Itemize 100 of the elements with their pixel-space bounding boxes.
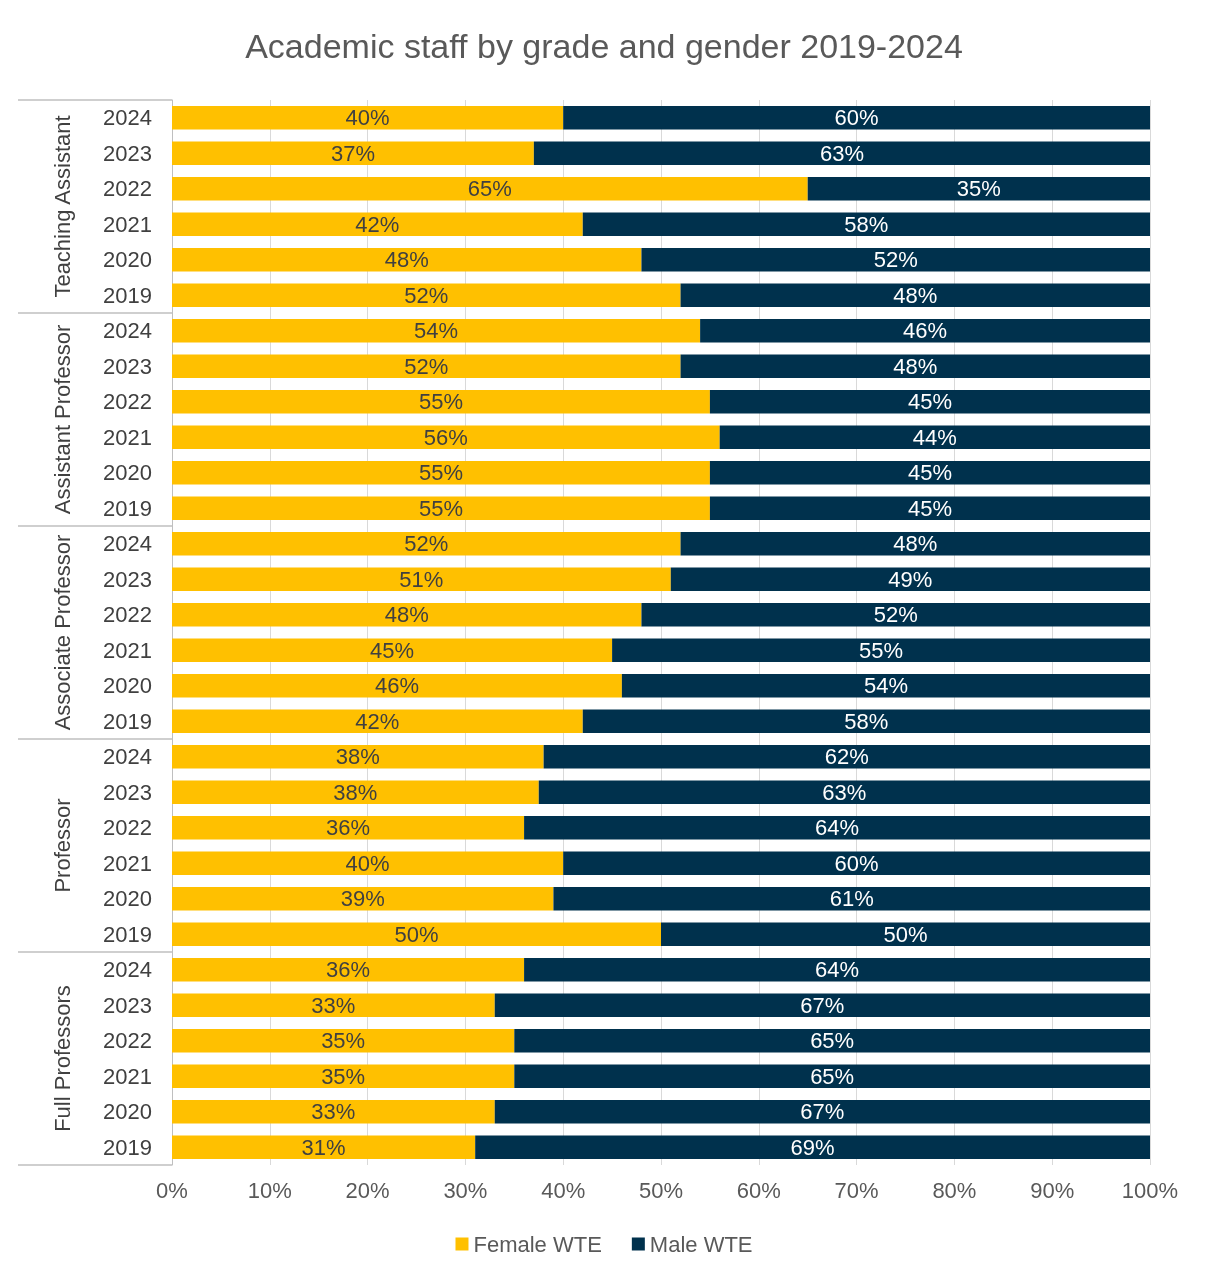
- x-tick-label: 90%: [1030, 1177, 1075, 1203]
- data-label: 54%: [863, 673, 908, 699]
- bar: [612, 638, 1150, 662]
- bar: [172, 816, 525, 840]
- data-label: 33%: [311, 1099, 356, 1125]
- bar: [172, 532, 681, 556]
- bar: [172, 567, 671, 591]
- x-tick-label: 30%: [443, 1177, 488, 1203]
- data-label: 65%: [467, 176, 512, 202]
- bar: [475, 1135, 1150, 1159]
- bar: [661, 922, 1150, 946]
- data-label: 37%: [330, 140, 375, 166]
- data-label: 60%: [834, 105, 879, 131]
- bar: [172, 106, 564, 130]
- text: Associate Professor: [49, 534, 75, 731]
- data-label: 48%: [384, 602, 429, 628]
- data-label: 69%: [790, 1134, 835, 1160]
- bar: [172, 709, 583, 733]
- y-tick-label: 2019: [103, 1134, 152, 1160]
- data-label: 55%: [859, 637, 904, 663]
- bar: [172, 638, 613, 662]
- bar: [533, 141, 1150, 165]
- legend-label: Female WTE: [473, 1231, 602, 1257]
- data-label: 35%: [321, 1028, 366, 1054]
- data-label: 50%: [883, 921, 928, 947]
- y-tick-label: 2023: [103, 353, 152, 379]
- data-label: 36%: [326, 957, 371, 983]
- bar: [680, 354, 1150, 378]
- data-label: 42%: [355, 211, 400, 237]
- y-tick-label: 2020: [103, 460, 152, 486]
- x-tick-label: 80%: [932, 1177, 977, 1203]
- data-label: 56%: [423, 424, 468, 450]
- data-label: 50%: [394, 921, 439, 947]
- bar: [172, 212, 583, 236]
- bar: [641, 248, 1150, 272]
- bar: [524, 958, 1150, 982]
- x-tick-label: 50%: [638, 1177, 684, 1203]
- bar: [670, 567, 1150, 591]
- data-label: 46%: [374, 673, 419, 699]
- data-label: 42%: [355, 708, 400, 734]
- bar: [494, 993, 1150, 1017]
- y-tick-label: 2023: [103, 779, 152, 805]
- y-tick-label: 2021: [103, 211, 152, 237]
- data-label: 36%: [326, 815, 371, 841]
- data-label: 46%: [903, 318, 948, 344]
- data-label: 55%: [418, 495, 463, 521]
- bar: [709, 461, 1150, 485]
- y-tick-label: 2023: [103, 140, 152, 166]
- bar: [172, 390, 710, 414]
- bar: [709, 496, 1150, 520]
- y-tick-label: 2022: [103, 602, 152, 628]
- bar: [172, 248, 642, 272]
- data-label: 35%: [321, 1063, 366, 1089]
- bar: [680, 283, 1150, 307]
- y-tick-label: 2021: [103, 1063, 152, 1089]
- x-tick-label: 40%: [541, 1177, 586, 1203]
- bar: [172, 887, 554, 911]
- bar: [172, 958, 525, 982]
- data-label: 38%: [335, 744, 380, 770]
- data-label: 48%: [893, 531, 938, 557]
- bar: [172, 141, 534, 165]
- bar: [172, 674, 622, 698]
- data-label: 52%: [873, 247, 918, 273]
- data-label: 48%: [893, 353, 938, 379]
- bar: [172, 780, 539, 804]
- data-label: 60%: [834, 850, 879, 876]
- bar: [172, 1100, 495, 1124]
- data-label: 61%: [829, 886, 874, 912]
- data-label: 52%: [404, 353, 449, 379]
- y-tick-label: 2020: [103, 886, 152, 912]
- y-tick-label: 2020: [103, 247, 152, 273]
- bar: [563, 106, 1150, 130]
- data-label: 48%: [893, 282, 938, 308]
- data-label: 45%: [907, 495, 952, 521]
- data-label: 45%: [370, 637, 415, 663]
- data-label: 52%: [873, 602, 918, 628]
- x-tick-label: 0%: [156, 1177, 188, 1203]
- data-label: 67%: [800, 992, 845, 1018]
- bar: [543, 745, 1150, 769]
- y-tick-label: 2019: [103, 495, 152, 521]
- y-tick-label: 2024: [103, 744, 152, 770]
- data-label: 31%: [301, 1134, 346, 1160]
- data-label: 38%: [333, 779, 378, 805]
- y-tick-label: 2022: [103, 815, 152, 841]
- bar: [582, 709, 1150, 733]
- data-label: 33%: [311, 992, 356, 1018]
- data-label: 44%: [912, 424, 957, 450]
- bar: [700, 319, 1150, 343]
- data-label: 65%: [810, 1028, 855, 1054]
- data-label: 45%: [907, 460, 952, 486]
- y-tick-label: 2020: [103, 673, 152, 699]
- y-tick-label: 2021: [103, 424, 152, 450]
- data-label: 64%: [815, 815, 860, 841]
- data-label: 52%: [404, 531, 449, 557]
- y-tick-label: 2024: [103, 105, 152, 131]
- data-label: 40%: [345, 850, 390, 876]
- y-tick-label: 2022: [103, 176, 152, 202]
- data-label: 40%: [345, 105, 390, 131]
- bar: [172, 993, 495, 1017]
- bar: [582, 212, 1150, 236]
